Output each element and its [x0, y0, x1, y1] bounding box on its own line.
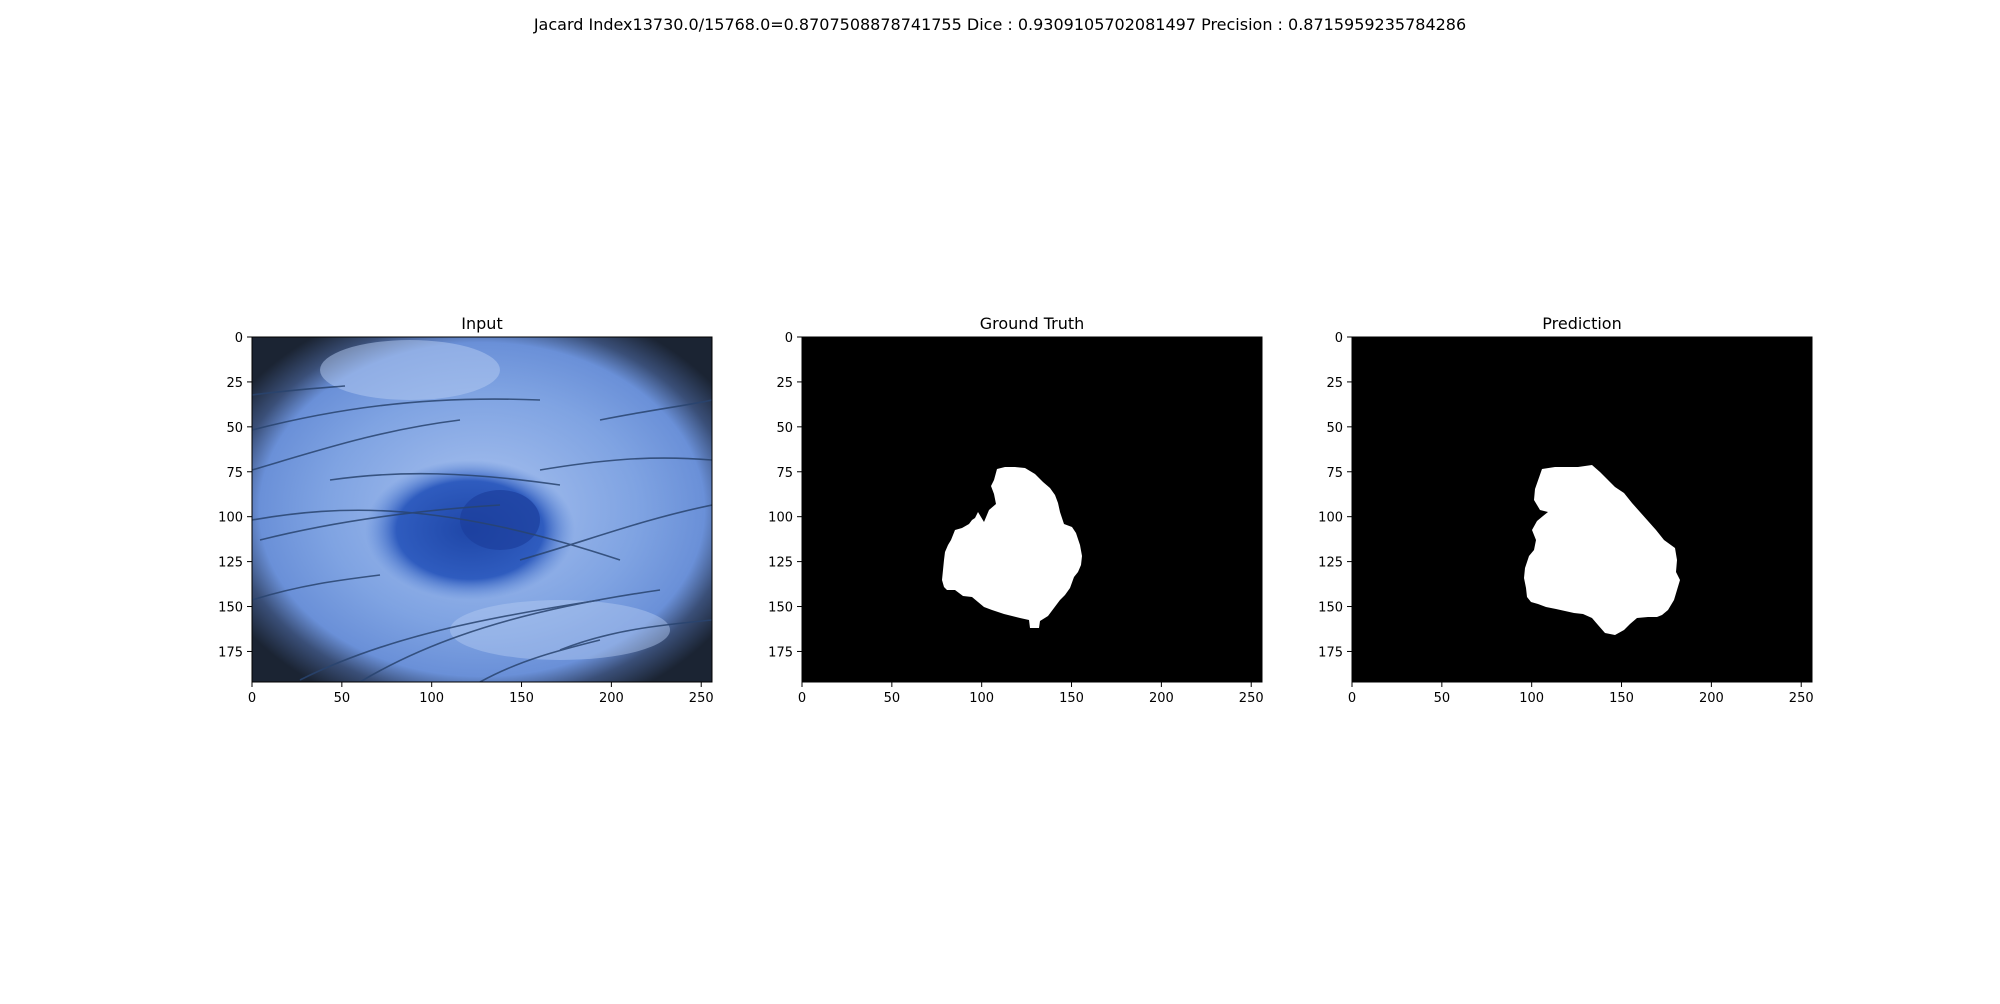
y-tick-label: 100 [768, 511, 793, 526]
y-tick-label: 50 [1326, 421, 1343, 436]
y-tick-label: 125 [1318, 556, 1343, 571]
x-tick-label: 100 [969, 691, 994, 706]
y-tick-label: 175 [768, 645, 793, 660]
ground-truth-lesion [942, 467, 1082, 628]
figure-suptitle: Jacard Index13730.0/15768.0=0.8707508878… [533, 15, 1467, 34]
input-image [252, 337, 712, 682]
y-tick-label: 100 [1318, 511, 1343, 526]
y-tick-label: 75 [776, 466, 793, 481]
x-tick-label: 250 [1239, 691, 1264, 706]
x-tick-label: 100 [1519, 691, 1544, 706]
y-tick-label: 125 [768, 556, 793, 571]
y-tick-label: 25 [1326, 376, 1343, 391]
y-tick-label: 75 [226, 466, 243, 481]
y-tick-label: 0 [1335, 331, 1343, 346]
x-tick-label: 150 [1059, 691, 1084, 706]
x-tick-label: 200 [1699, 691, 1724, 706]
panel-input-axes: 0 50 100 150 200 250 0 25 50 75 100 125 150 175 [218, 331, 713, 706]
y-tick-label: 25 [776, 376, 793, 391]
y-tick-label: 150 [218, 601, 243, 616]
panel-prediction: Prediction 0 50 100 150 200 250 0 25 50 75 100 125 1… [1318, 314, 1813, 706]
panel-prediction-axes: 0 50 100 150 200 250 0 25 50 75 100 125 150 175 [1318, 331, 1813, 706]
y-tick-label: 100 [218, 511, 243, 526]
y-tick-label: 150 [768, 601, 793, 616]
x-tick-label: 50 [334, 691, 351, 706]
y-tick-label: 0 [235, 331, 243, 346]
y-tick-label: 50 [226, 421, 243, 436]
y-tick-label: 125 [218, 556, 243, 571]
panel-ground-truth-axes: 0 50 100 150 200 250 0 25 50 75 100 125 150 175 [768, 331, 1263, 706]
x-tick-label: 200 [1149, 691, 1174, 706]
x-tick-label: 50 [1434, 691, 1451, 706]
y-tick-label: 25 [226, 376, 243, 391]
y-tick-label: 50 [776, 421, 793, 436]
y-tick-label: 175 [1318, 645, 1343, 660]
x-tick-label: 0 [248, 691, 256, 706]
x-tick-label: 250 [689, 691, 714, 706]
x-tick-label: 100 [419, 691, 444, 706]
panel-prediction-title: Prediction [1542, 314, 1621, 333]
y-tick-label: 0 [785, 331, 793, 346]
x-tick-label: 0 [798, 691, 806, 706]
y-tick-label: 75 [1326, 466, 1343, 481]
hair-strands [252, 385, 712, 682]
x-tick-label: 0 [1348, 691, 1356, 706]
x-tick-label: 150 [1609, 691, 1634, 706]
y-tick-label: 150 [1318, 601, 1343, 616]
x-tick-label: 250 [1789, 691, 1814, 706]
panel-ground-truth-title: Ground Truth [980, 314, 1085, 333]
x-tick-label: 150 [509, 691, 534, 706]
panel-input: Input [218, 314, 713, 706]
panel-input-title: Input [461, 314, 502, 333]
x-tick-label: 200 [599, 691, 624, 706]
panel-ground-truth: Ground Truth 0 50 100 150 200 250 0 25 50 75 100 12… [768, 314, 1263, 706]
prediction-lesion [1524, 465, 1680, 635]
x-tick-label: 50 [884, 691, 901, 706]
y-tick-label: 175 [218, 645, 243, 660]
